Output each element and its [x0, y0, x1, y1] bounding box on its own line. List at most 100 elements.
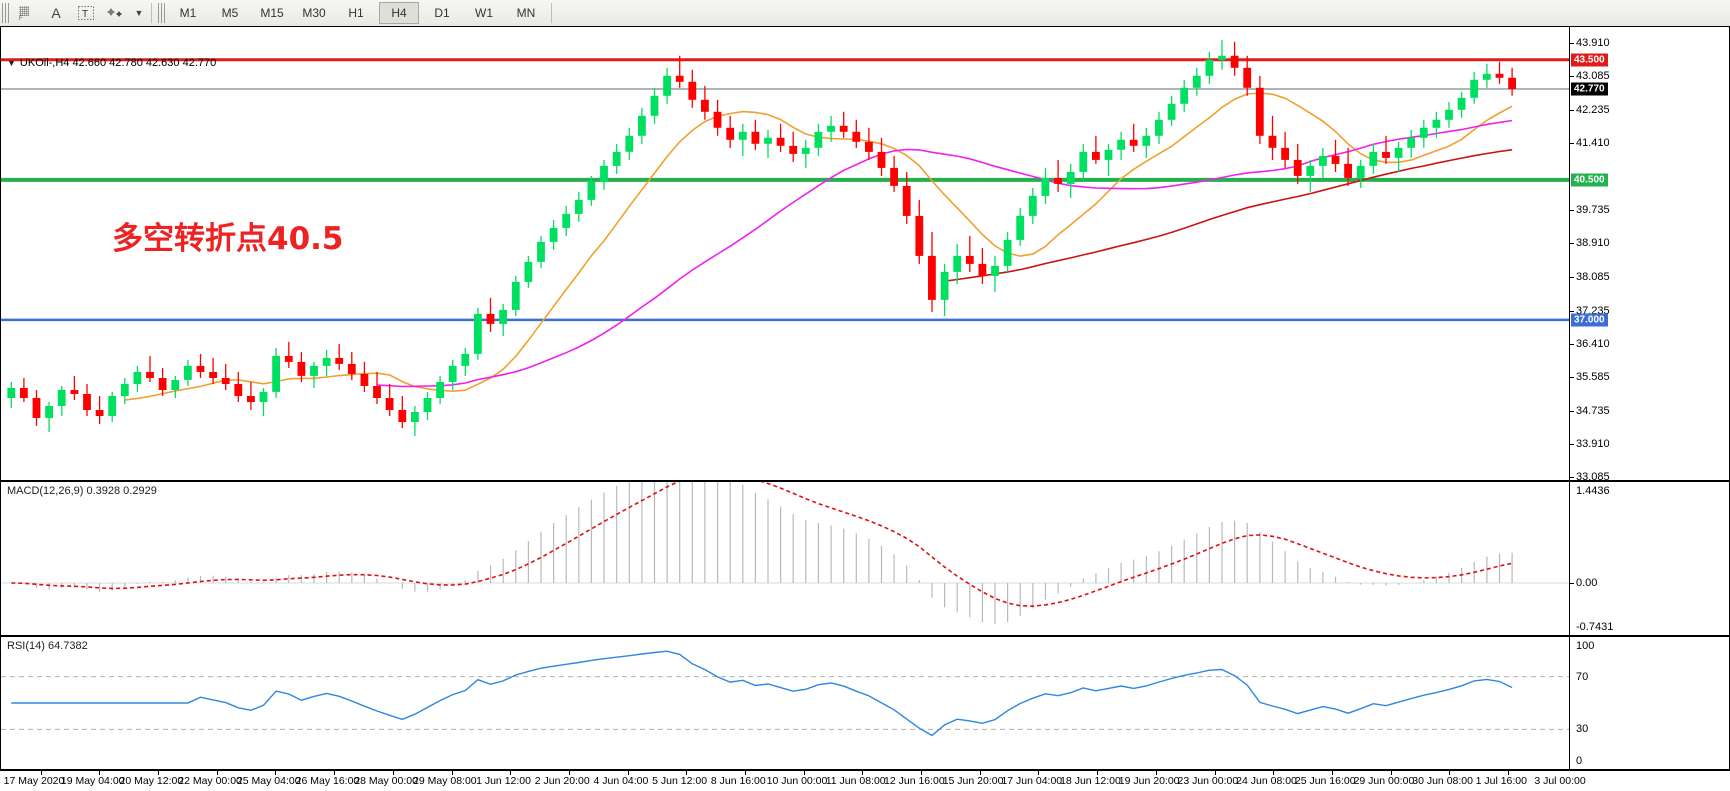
time-tick-mark — [745, 771, 746, 775]
timeframe-m1[interactable]: M1 — [179, 6, 197, 20]
price-tick: 43.085 — [1570, 70, 1610, 83]
macd-plot-area[interactable] — [1, 482, 1569, 635]
price-tick: 33.910 — [1570, 437, 1610, 450]
time-label: 19 Jun 20:00 — [1118, 775, 1180, 787]
time-label: 1 Jul 16:00 — [1475, 775, 1527, 787]
macd-pane[interactable]: MACD(12,26,9) 0.3928 0.2929 1.4436 0.00 -0… — [0, 481, 1730, 636]
rsi-scale[interactable]: 100 70 30 0 — [1569, 637, 1729, 769]
time-tick-mark — [979, 771, 981, 775]
time-label: 10 Jun 00:00 — [766, 775, 828, 787]
macd-tick: -0.7431 — [1576, 621, 1614, 633]
timeframe-m5[interactable]: M5 — [221, 6, 239, 20]
time-label: 17 Jun 04:00 — [1001, 775, 1063, 787]
timeframe-mn[interactable]: MN — [516, 6, 536, 20]
timeframe-w1[interactable]: W1 — [475, 6, 493, 20]
time-tick-mark — [334, 771, 336, 775]
price-scale[interactable]: 43.910 43.085 42.235 41.410 39.735 38.910 38.0… — [1569, 27, 1729, 483]
rsi-tick: 70 — [1576, 670, 1589, 683]
timeframe-h1[interactable]: H1 — [348, 6, 364, 20]
time-label: 28 May 00:00 — [354, 775, 418, 787]
rsi-tick: 0 — [1576, 755, 1583, 767]
time-label: 23 Jun 00:00 — [1177, 775, 1239, 787]
time-tick-mark — [1273, 771, 1275, 775]
time-label: 20 May 12:00 — [119, 775, 184, 787]
price-tick: 34.735 — [1570, 404, 1610, 417]
macd-scale[interactable]: 1.4436 0.00 -0.7431 — [1569, 482, 1729, 635]
text-label-icon[interactable]: A — [51, 5, 61, 21]
support-level-badge[interactable]: 37.000 — [1571, 313, 1608, 327]
price-tick: 39.735 — [1570, 204, 1610, 217]
time-label: 2 Jun 20:00 — [534, 775, 590, 787]
time-tick-mark — [862, 771, 864, 775]
time-tick-mark — [1214, 771, 1216, 775]
toolbar-grip-2[interactable] — [158, 3, 165, 23]
current-price-badge[interactable]: 42.770 — [1571, 82, 1608, 96]
time-tick-mark — [510, 771, 512, 775]
toolbar-divider — [151, 3, 152, 23]
svg-text:T: T — [82, 9, 88, 20]
time-tick-mark — [99, 771, 101, 775]
time-tick-mark — [1390, 771, 1392, 775]
time-tick-mark — [158, 771, 160, 775]
time-tick-mark — [1331, 771, 1333, 775]
time-label: 25 May 04:00 — [236, 775, 301, 787]
chart-annotation-text: 多空转折点40.5 — [112, 221, 344, 257]
price-pane[interactable]: ▼ UKOil-,H4 42.660 42.780 42.630 42.770 4… — [0, 26, 1730, 483]
chevron-down-icon[interactable]: ▼ — [134, 8, 144, 18]
resistance-level-badge[interactable]: 43.500 — [1571, 53, 1608, 67]
time-label: 26 May 16:00 — [295, 775, 360, 787]
time-tick-mark — [1038, 771, 1040, 775]
macd-tick: 1.4436 — [1576, 485, 1610, 497]
timeframe-h4[interactable]: H4 — [379, 2, 419, 24]
symbol-header: ▼ UKOil-,H4 42.660 42.780 42.630 42.770 — [7, 57, 216, 69]
rsi-label: RSI(14) 64.7382 — [7, 640, 88, 652]
text-box-icon[interactable]: T — [71, 1, 101, 25]
macd-label: MACD(12,26,9) 0.3928 0.2929 — [7, 485, 157, 497]
time-tick-mark — [216, 771, 218, 775]
time-tick-mark — [451, 771, 453, 775]
time-label: 30 Jun 08:00 — [1412, 775, 1473, 787]
time-tick-mark — [1155, 771, 1157, 775]
time-label: 15 Jun 20:00 — [942, 775, 1004, 787]
time-label: 4 Jun 04:00 — [593, 775, 649, 787]
price-candles — [1, 39, 1569, 436]
time-label: 17 May 2020 — [3, 775, 65, 787]
time-tick-mark — [803, 771, 805, 775]
crosshair-grid-icon[interactable]: F — [11, 1, 41, 25]
collapse-caret-icon[interactable]: ▼ — [7, 58, 16, 68]
objects-icon[interactable] — [101, 1, 131, 25]
time-axis[interactable]: 17 May 2020 19 May 04:00 20 May 12:00 22 Ma… — [0, 770, 1730, 791]
price-plot-area[interactable] — [1, 27, 1569, 480]
pivot-level-badge[interactable]: 40.500 — [1571, 173, 1608, 187]
timeframe-m15[interactable]: M15 — [260, 6, 284, 20]
time-tick-mark — [686, 771, 688, 775]
time-tick-mark — [1508, 771, 1509, 775]
time-label: 12 Jun 16:00 — [884, 775, 945, 787]
price-tick: 38.910 — [1570, 237, 1610, 250]
time-label: 22 May 00:00 — [178, 775, 242, 787]
price-tick: 36.410 — [1570, 337, 1610, 350]
rsi-graph — [1, 650, 1569, 737]
time-tick-mark — [275, 771, 277, 775]
time-label: 19 May 04:00 — [60, 775, 125, 787]
timeframe-d1[interactable]: D1 — [434, 6, 450, 20]
time-tick-mark — [392, 771, 394, 775]
rsi-pane[interactable]: RSI(14) 64.7382 100 70 30 0 — [0, 636, 1730, 770]
svg-text:F: F — [19, 16, 23, 21]
macd-tick: 0.00 — [1569, 577, 1598, 589]
time-tick-mark — [1449, 771, 1451, 775]
rsi-plot-area[interactable] — [1, 637, 1569, 769]
toolbar-divider-2 — [551, 3, 552, 23]
time-label: 11 Jun 08:00 — [825, 775, 886, 787]
toolbar-grip-1[interactable] — [2, 3, 9, 23]
symbol-text: UKOil-,H4 42.660 42.780 42.630 42.770 — [19, 57, 217, 69]
time-label: 25 Jun 16:00 — [1294, 775, 1356, 787]
time-tick-mark — [627, 771, 629, 775]
time-label: 29 May 08:00 — [413, 775, 477, 787]
rsi-tick: 100 — [1576, 640, 1595, 652]
time-label: 3 Jul 00:00 — [1534, 775, 1586, 787]
timeframe-m30[interactable]: M30 — [302, 6, 326, 20]
time-label: 1 Jun 12:00 — [476, 775, 531, 787]
price-tick: 41.410 — [1570, 137, 1610, 150]
